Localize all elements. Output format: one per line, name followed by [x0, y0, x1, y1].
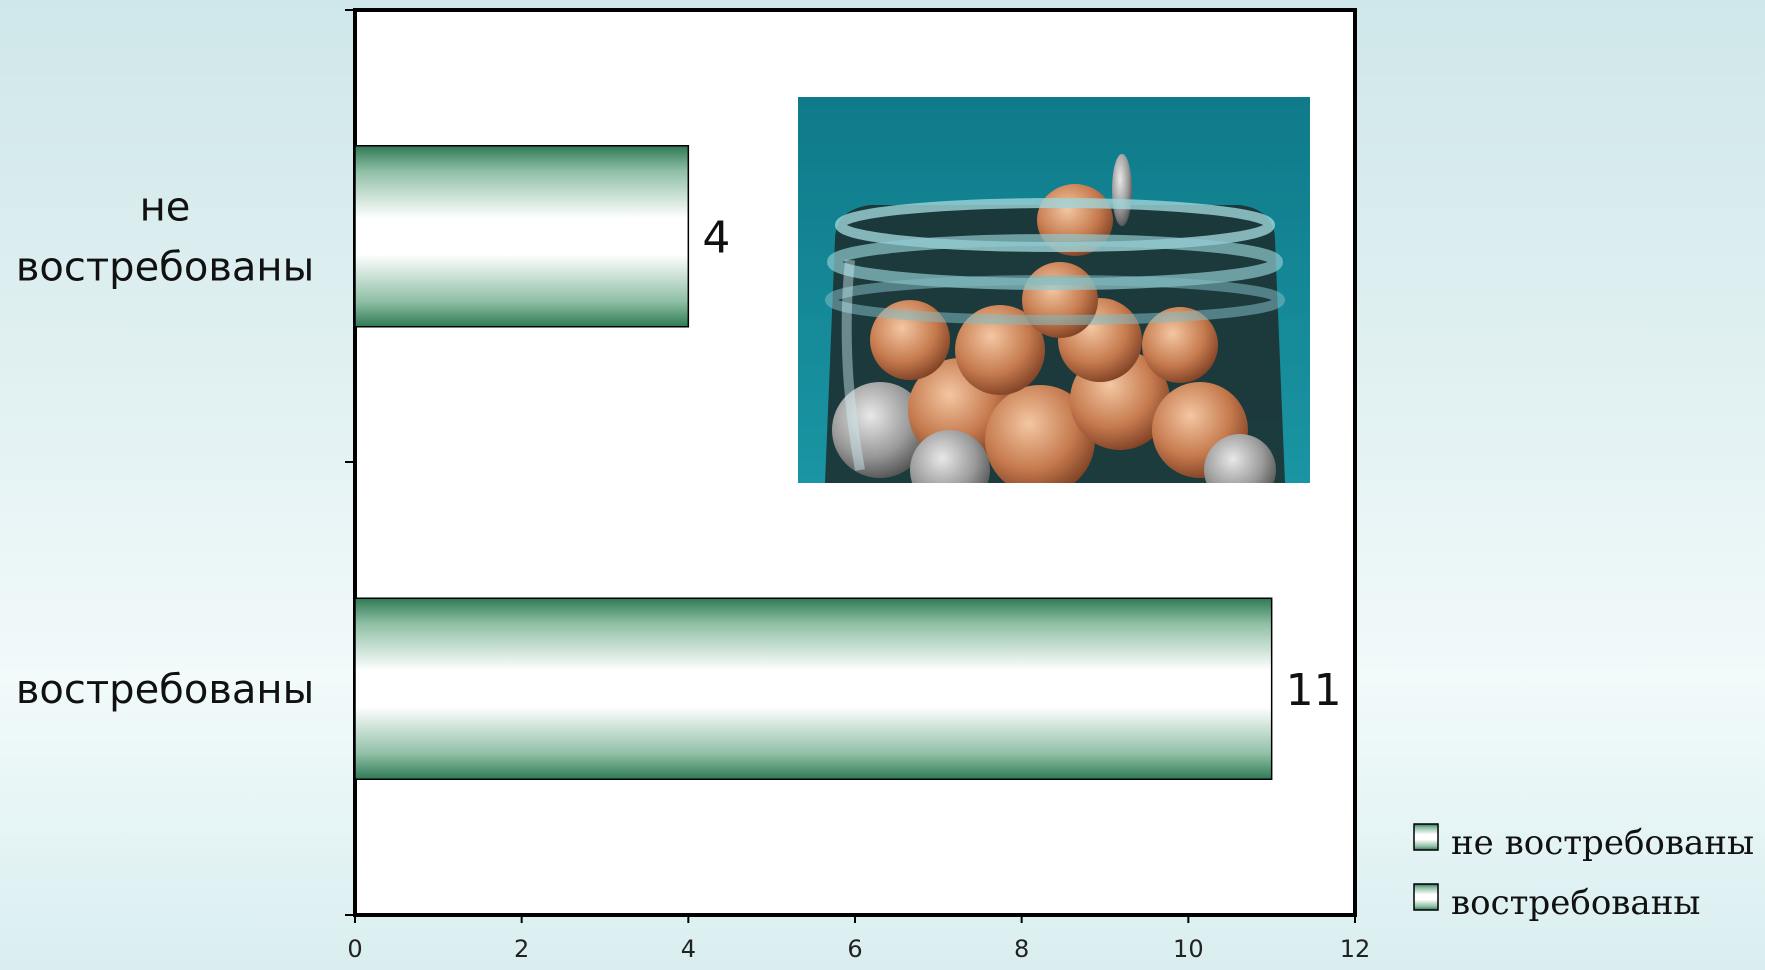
- x-axis: 0 2 4 6 8 10 12: [347, 915, 1370, 963]
- legend: не востребованы востребованы: [1413, 823, 1754, 923]
- x-tick-label-2: 4: [681, 935, 696, 963]
- data-label-1: 11: [1286, 665, 1342, 716]
- bar-1: [354, 597, 1273, 780]
- x-tick-label-4: 8: [1014, 935, 1029, 963]
- x-tick-label-1: 2: [514, 935, 529, 963]
- legend-entry-vostrebovany: востребованы: [1451, 883, 1700, 923]
- data-label-0: 4: [702, 212, 730, 263]
- x-tick-label-5: 10: [1173, 935, 1204, 963]
- legend-entry-ne-vostrebovany: не востребованы: [1451, 823, 1754, 863]
- category-label-0: не востребованы: [16, 184, 314, 290]
- x-tick-label-3: 6: [847, 935, 862, 963]
- legend-swatch: [1413, 823, 1439, 851]
- jar-of-coins-photo: [798, 97, 1310, 483]
- bars-layer: 4 не востребованы 11 востребованы: [16, 145, 1342, 780]
- category-label-1: востребованы: [16, 667, 314, 713]
- x-tick-label-0: 0: [347, 935, 362, 963]
- x-tick-label-6: 12: [1340, 935, 1371, 963]
- legend-swatch: [1413, 883, 1439, 911]
- bar-0: [354, 145, 690, 328]
